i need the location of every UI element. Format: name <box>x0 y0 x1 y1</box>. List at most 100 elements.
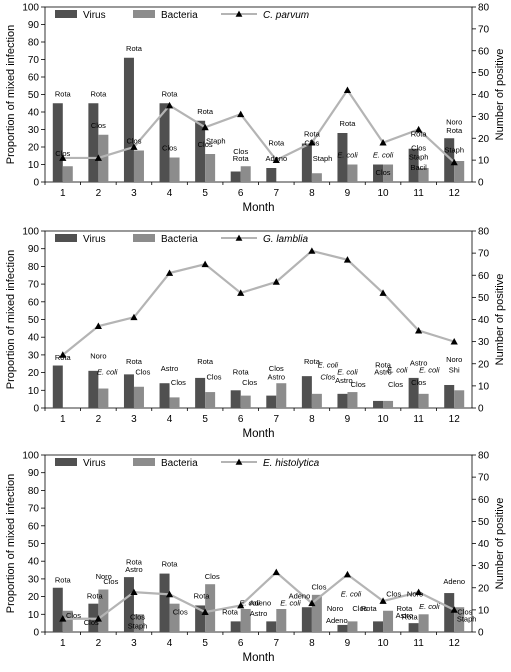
pathogen-label: Rota <box>268 138 285 147</box>
pathogen-label: Rota <box>126 357 143 366</box>
line-marker-month-7 <box>272 278 280 285</box>
line-marker-month-1 <box>59 615 67 622</box>
bar-bacteria-month-9 <box>347 392 358 408</box>
pathogen-label: Clos <box>91 121 106 130</box>
pathogen-label: Rota <box>375 360 392 369</box>
y-tick-label: 70 <box>28 280 40 291</box>
pathogen-label: Clos <box>84 618 99 627</box>
y2-tick-label: 10 <box>478 156 490 167</box>
bar-virus-month-6 <box>230 390 241 408</box>
pathogen-label: Clos <box>55 149 70 158</box>
y2-axis-title: Number of positive <box>494 49 506 141</box>
y2-tick-label: 30 <box>478 561 490 572</box>
line-marker-month-2 <box>94 322 102 330</box>
pathogen-label: Rota <box>340 119 357 128</box>
legend-swatch-bacteria <box>133 458 155 466</box>
line-marker-month-8 <box>308 247 316 254</box>
legend-label-virus: Virus <box>83 234 106 245</box>
line-marker-month-11 <box>415 588 423 596</box>
line-marker-month-3 <box>130 143 138 150</box>
pathogen-label: E. coli <box>387 366 408 375</box>
line-marker-month-5 <box>201 123 209 131</box>
pathogen-label: E. coli <box>280 598 301 607</box>
y2-tick-label: 80 <box>478 451 490 462</box>
bar-bacteria-month-12 <box>454 161 465 182</box>
chart-panel-2: 0 10 20 30 40 50 60 70 80 90 100 0 10 20 30 40 50 60 70 80 1… <box>5 227 506 441</box>
bar-bacteria-month-9 <box>347 164 358 182</box>
bar-virus-month-9 <box>337 133 348 182</box>
pathogen-label: E. coli <box>318 360 339 369</box>
y2-tick-label: 80 <box>478 3 490 14</box>
y2-tick-label: 60 <box>478 495 490 506</box>
x-tick-label: 3 <box>131 188 137 199</box>
bar-virus-month-7 <box>266 168 277 182</box>
bar-bacteria-month-2 <box>98 134 109 182</box>
pathogen-label: Clos <box>126 137 141 146</box>
bar-virus-month-9 <box>337 624 348 632</box>
x-axis-title: Month <box>243 652 275 664</box>
pathogen-label: Staph <box>313 154 333 163</box>
pathogen-label: Noro <box>327 604 343 613</box>
y-tick-label: 0 <box>33 404 39 415</box>
bar-virus-month-6 <box>230 621 241 632</box>
y2-tick-label: 60 <box>478 46 490 57</box>
line-marker-month-9 <box>343 570 352 578</box>
pathogen-label: Clos <box>311 583 326 592</box>
pathogen-label: Astro <box>335 376 353 385</box>
y-tick-label: 60 <box>28 73 40 84</box>
bar-virus-month-12 <box>444 138 455 182</box>
x-tick-label: 8 <box>309 638 315 649</box>
pathogen-label: Clos <box>320 373 335 382</box>
bar-virus-month-9 <box>337 393 348 408</box>
pathogen-label: Rota <box>446 126 463 135</box>
bar-virus-month-3 <box>123 57 134 182</box>
y-axis-title: Proportion of mixed infection <box>5 250 17 389</box>
y-tick-label: 20 <box>28 368 40 379</box>
x-tick-label: 2 <box>96 638 102 649</box>
line-marker-month-12 <box>450 158 458 166</box>
x-tick-label: 4 <box>167 638 173 649</box>
pathogen-label: Astro <box>250 609 268 618</box>
y2-tick-label: 80 <box>478 227 490 238</box>
bar-bacteria-month-11 <box>418 393 429 408</box>
pathogen-label: Bacil <box>410 163 427 172</box>
pathogen-label: E. coli <box>337 151 358 160</box>
pathogen-label: Adeno <box>265 154 287 163</box>
x-tick-label: 1 <box>60 414 66 425</box>
line-marker-month-10 <box>379 139 387 146</box>
line-marker-month-2 <box>94 154 102 161</box>
line-marker-month-10 <box>379 597 387 604</box>
pathogen-label: E. coli <box>97 367 118 376</box>
legend-swatch-bacteria <box>133 10 155 18</box>
y-tick-label: 70 <box>28 504 40 515</box>
y-tick-label: 50 <box>28 539 40 550</box>
pathogen-label: Shi <box>449 366 460 375</box>
y-tick-label: 40 <box>28 333 40 344</box>
pathogen-label: Clos <box>376 168 391 177</box>
pathogen-label: Clos <box>269 364 284 373</box>
bar-virus-month-7 <box>266 621 277 632</box>
bar-bacteria-month-3 <box>133 614 144 632</box>
x-tick-label: 9 <box>345 414 351 425</box>
bar-virus-month-5 <box>195 605 206 632</box>
bar-bacteria-month-8 <box>311 173 322 182</box>
pathogen-label: Adeno <box>443 577 465 586</box>
line-marker-month-3 <box>130 588 138 596</box>
line-marker-month-12 <box>450 338 458 345</box>
y-tick-label: 10 <box>28 386 40 397</box>
line-marker-month-9 <box>343 86 352 94</box>
bar-virus-month-7 <box>266 395 277 408</box>
line-marker-month-4 <box>165 101 174 109</box>
y2-tick-label: 40 <box>478 539 490 550</box>
x-tick-label: 7 <box>274 638 280 649</box>
pathogen-label: Clos <box>66 611 81 620</box>
bar-virus-month-1 <box>52 103 63 182</box>
y2-tick-label: 10 <box>478 605 490 616</box>
line-marker-month-7 <box>272 568 280 576</box>
bar-bacteria-month-5 <box>205 392 216 408</box>
pathogen-label: E. coli <box>373 151 394 160</box>
pathogen-label: Noro <box>90 351 106 360</box>
y-tick-label: 0 <box>33 178 39 189</box>
y-tick-label: 10 <box>28 610 40 621</box>
